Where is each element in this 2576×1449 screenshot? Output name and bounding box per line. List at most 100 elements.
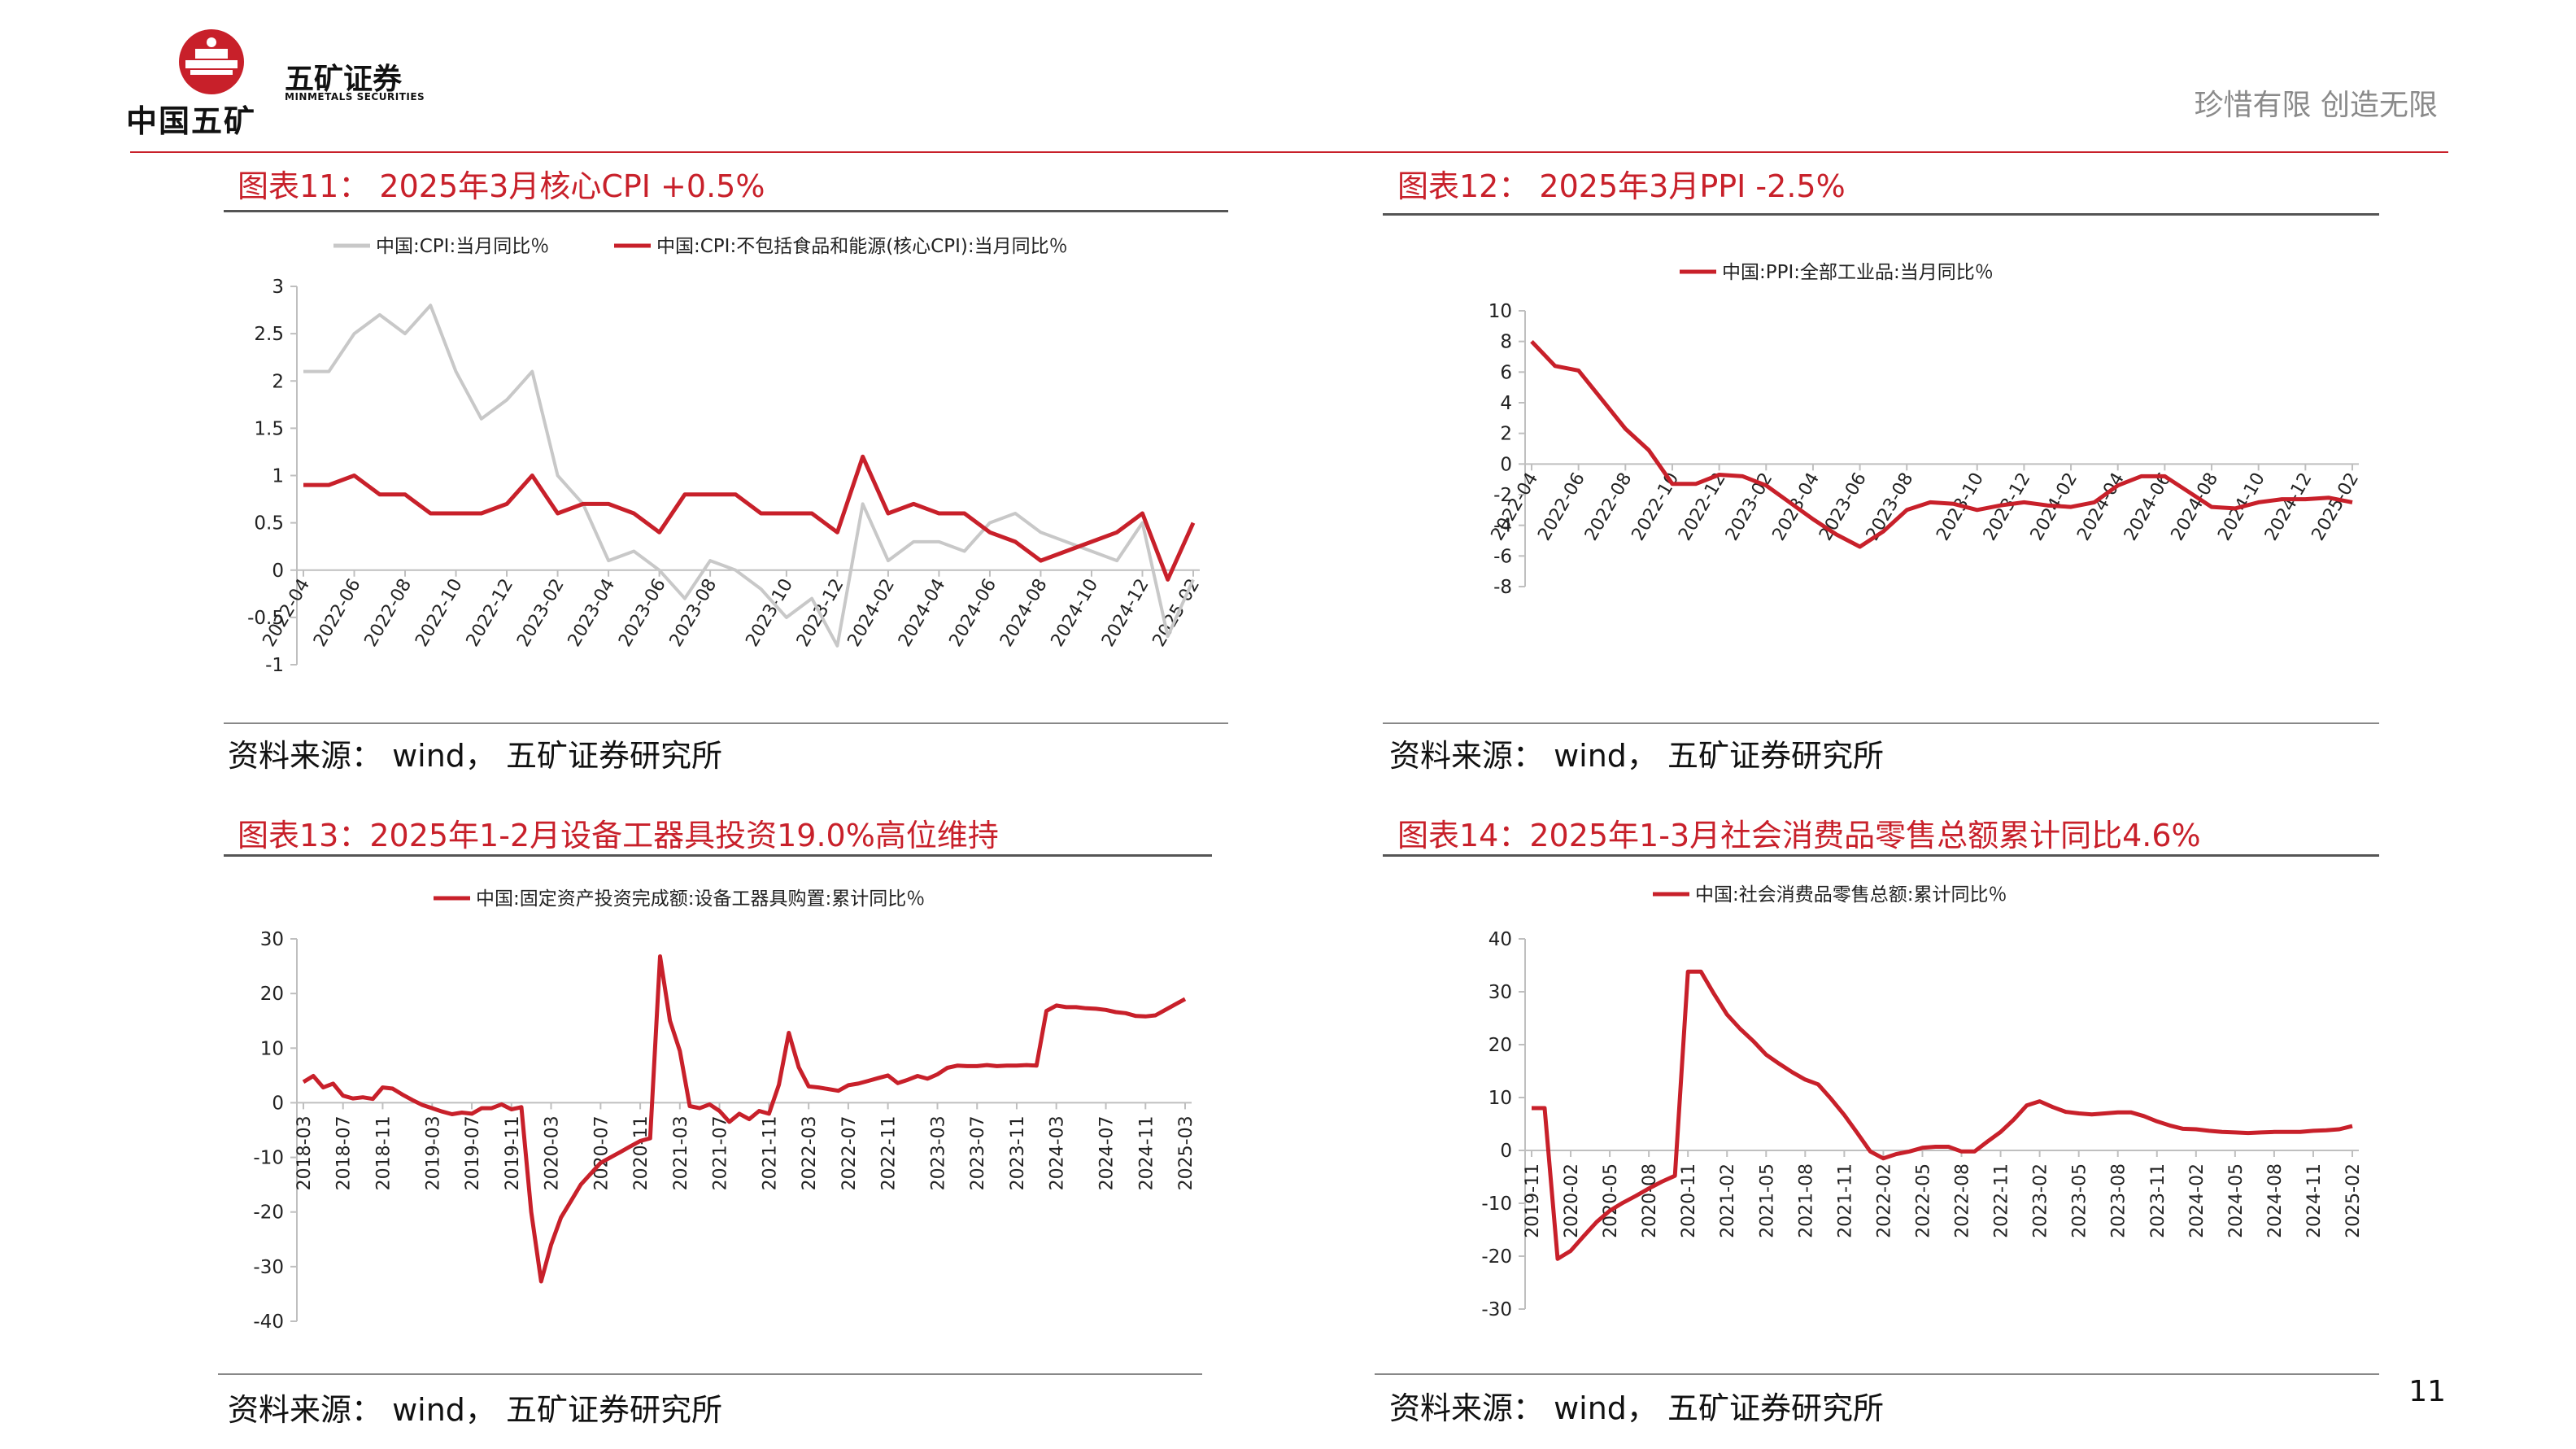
x-tick-label: 2024-02 <box>2187 1163 2208 1238</box>
x-tick-label: 2020-11 <box>1679 1163 1699 1238</box>
y-tick-label: 2 <box>1500 424 1512 445</box>
x-tick-label: 2019-11 <box>503 1115 523 1190</box>
x-tick-label: 2020-02 <box>1562 1163 1582 1238</box>
y-tick-label: 30 <box>1489 982 1512 1003</box>
x-tick-label: 2023-03 <box>929 1115 949 1190</box>
x-tick-label: 2022-08 <box>1953 1163 1973 1238</box>
chart-12-top-rule <box>1383 213 2379 216</box>
legend-label: 中国:CPI:不包括食品和能源(核心CPI):当月同比％ <box>656 236 1068 257</box>
x-tick-label: 2022-11 <box>879 1115 900 1190</box>
series-line <box>302 954 1187 1284</box>
slogan: 珍惜有限 创造无限 <box>2194 89 2438 122</box>
x-tick-label: 2021-02 <box>1718 1163 1738 1238</box>
x-tick-label: 2020-05 <box>1601 1163 1621 1238</box>
x-tick-label: 2024-03 <box>1048 1115 1068 1190</box>
y-tick-label: -40 <box>253 1312 284 1333</box>
y-tick-label: -10 <box>1481 1194 1512 1215</box>
y-tick-label: -6 <box>1493 546 1512 567</box>
x-tick-label: 2021-11 <box>1835 1163 1855 1238</box>
x-tick-label: 2021-03 <box>671 1115 691 1190</box>
y-tick-label: 0 <box>272 561 284 582</box>
x-tick-label: 2023-02 <box>2031 1163 2051 1238</box>
chart-14-retail-sales: 40 30 20 10 0 -10 -20 -30 2019-11 2020-02 2020-05 2… <box>1481 884 2364 1320</box>
x-tick-label: 2022-05 <box>1913 1163 1933 1238</box>
x-tick-label: 2024-11 <box>2304 1163 2325 1238</box>
y-tick-label: 0 <box>272 1093 284 1114</box>
x-tick-label: 2019-07 <box>463 1115 483 1190</box>
legend-label: 中国:CPI:当月同比％ <box>376 236 549 257</box>
x-tick-label: 2021-08 <box>1796 1163 1816 1238</box>
y-tick-label: -30 <box>253 1257 284 1278</box>
x-tick-label: 2022-02 <box>1874 1163 1894 1238</box>
x-tick-label: 2020-11 <box>631 1115 652 1190</box>
x-tick-label: 2024-10 <box>1048 575 1103 650</box>
chart-11-top-rule <box>224 210 1228 212</box>
y-tick-label: 2 <box>272 371 284 392</box>
chart-12-bottom-rule <box>1383 722 2379 724</box>
x-tick-label: 2019-11 <box>1523 1163 1543 1238</box>
y-tick-label: 0 <box>1500 1141 1512 1162</box>
x-tick-label: 2022-06 <box>310 575 365 650</box>
x-tick-label: 2021-07 <box>711 1115 731 1190</box>
chart-13-top-rule <box>224 854 1212 857</box>
brand-name-en: MINMETALS SECURITIES <box>285 91 425 103</box>
chart-14-bottom-rule <box>1375 1373 2379 1375</box>
x-tick-label: 2023-08 <box>1863 469 1918 544</box>
x-tick-label: 2018-11 <box>373 1115 394 1190</box>
y-tick-label: -8 <box>1493 577 1512 598</box>
x-tick-label: 2023-11 <box>1008 1115 1028 1190</box>
x-tick-label: 2018-03 <box>294 1115 315 1190</box>
x-tick-label: 2020-07 <box>591 1115 612 1190</box>
x-tick-label: 2024-08 <box>996 575 1052 650</box>
y-tick-label: 40 <box>1489 929 1512 950</box>
y-tick-label: 1.5 <box>254 418 284 439</box>
series-line <box>303 303 1195 648</box>
y-tick-label: -1 <box>265 655 284 676</box>
company-logo: 中国五矿 五矿证券 MINMETALS SECURITIES <box>126 24 425 139</box>
brand-name: 五矿证券 <box>285 63 403 96</box>
x-tick-label: 2025-03 <box>1176 1115 1196 1190</box>
chart-14-title: 图表14：2025年1-3月社会消费品零售总额累计同比4.6% <box>1397 818 2201 853</box>
y-tick-label: 6 <box>1500 362 1512 383</box>
x-tick-label: 2022-08 <box>361 575 416 650</box>
logo-text: 中国五矿 <box>126 103 257 139</box>
chart-13-equipment-investment: 30 20 10 0 -10 -20 -30 -40 2018-03 2018-07 2018-11… <box>253 888 1196 1333</box>
x-tick-label: 2024-05 <box>2226 1163 2247 1238</box>
x-tick-label: 2022-10 <box>412 575 467 650</box>
x-tick-label: 2023-11 <box>2148 1163 2168 1238</box>
chart-11-source: 资料来源： wind， 五矿证券研究所 <box>228 738 723 774</box>
chart-13-title: 图表13：2025年1-2月设备工器具投资19.0%高位维持 <box>238 818 999 853</box>
x-tick-label: 2023-10 <box>742 575 797 650</box>
y-tick-label: -20 <box>1481 1246 1512 1268</box>
chart-12-ppi: 1086420-2-4-6-82022-042022-062022-082022… <box>1488 262 2364 598</box>
x-tick-label: 2024-08 <box>2265 1163 2286 1238</box>
x-tick-label: 2024-12 <box>1098 575 1153 650</box>
y-tick-label: 30 <box>260 929 284 950</box>
x-tick-label: 2024-07 <box>1097 1115 1118 1190</box>
x-tick-label: 2024-02 <box>843 575 899 650</box>
x-tick-label: 2020-08 <box>1640 1163 1660 1238</box>
chart-14-source: 资料来源： wind， 五矿证券研究所 <box>1389 1390 1885 1426</box>
legend-label: 中国:固定资产投资完成额:设备工器具购置:累计同比％ <box>476 888 925 910</box>
x-tick-label: 2022-12 <box>463 575 518 650</box>
x-tick-label: 2024-11 <box>1136 1115 1157 1190</box>
y-tick-label: 0.5 <box>254 513 284 535</box>
x-tick-label: 2021-11 <box>760 1115 780 1190</box>
y-tick-label: 0 <box>1500 454 1512 475</box>
legend-label: 中国:PPI:全部工业品:当月同比％ <box>1722 262 1994 283</box>
y-tick-label: 3 <box>272 277 284 298</box>
x-tick-label: 2023-04 <box>564 575 620 650</box>
y-tick-label: -0.5 <box>247 608 284 629</box>
x-tick-label: 2020-03 <box>542 1115 562 1190</box>
x-tick-label: 2025-02 <box>2308 469 2364 544</box>
series-line <box>1530 339 2353 549</box>
chart-11-bottom-rule <box>224 722 1228 724</box>
chart-12-title: 图表12： 2025年3月PPI -2.5% <box>1397 168 1846 204</box>
x-tick-label: 2022-03 <box>800 1115 820 1190</box>
chart-12-source: 资料来源： wind， 五矿证券研究所 <box>1389 738 1885 774</box>
chart-11-title: 图表11： 2025年3月核心CPI +0.5% <box>238 168 765 204</box>
series-line <box>1532 969 2353 1261</box>
y-tick-label: 20 <box>1489 1035 1512 1056</box>
chart-11-cpi: 32.521.510.50-0.5-12022-042022-062022-08… <box>247 236 1204 676</box>
x-tick-label: 2024-06 <box>946 575 1001 650</box>
